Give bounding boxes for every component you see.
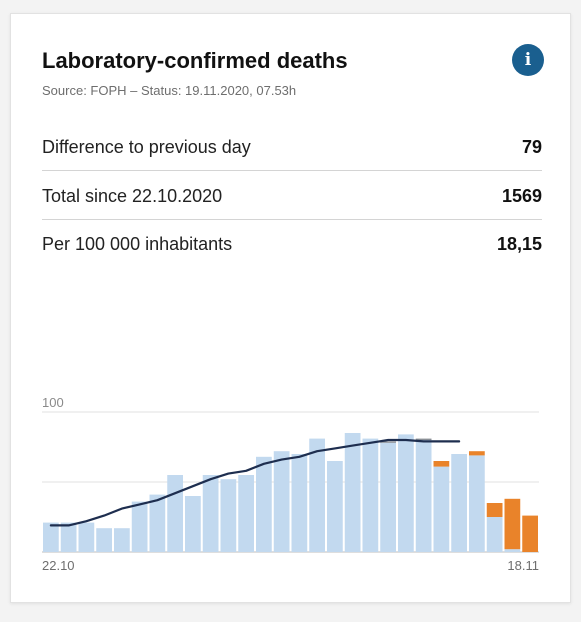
bar-confirmed <box>469 455 485 552</box>
kpi-difference: Difference to previous day 79 <box>42 123 542 171</box>
bar-confirmed <box>167 475 183 552</box>
bar-confirmed <box>362 438 379 552</box>
bar-confirmed <box>149 494 166 552</box>
bar-confirmed <box>291 454 308 552</box>
kpi-label: Difference to previous day <box>42 136 251 157</box>
bar-confirmed <box>60 522 77 552</box>
bar-confirmed <box>131 501 148 552</box>
bar-confirmed <box>238 475 254 552</box>
x-tick-label: 22.10 <box>42 558 75 573</box>
divider <box>42 219 542 220</box>
bar-confirmed <box>202 475 219 552</box>
bar-confirmed <box>451 454 467 552</box>
bar-confirmed <box>78 522 95 552</box>
bar-pending-marker <box>380 441 396 443</box>
kpi-value: 18,15 <box>496 233 542 254</box>
deaths-bar-chart[interactable]: 100 22.10 18.11 <box>11 14 572 604</box>
bar-confirmed <box>486 517 503 552</box>
bar-pending-marker <box>415 438 432 440</box>
bar-confirmed <box>433 466 450 552</box>
moving-average-line <box>49 438 461 527</box>
bar-confirmed <box>96 528 112 552</box>
kpi-total: Total since 22.10.2020 1569 <box>42 172 542 220</box>
card-title: Laboratory-confirmed deaths <box>42 48 348 73</box>
bar-confirmed <box>273 451 290 552</box>
bar-confirmed <box>327 461 343 552</box>
bar-confirmed <box>43 522 59 552</box>
bar-confirmed <box>309 438 325 552</box>
bar-confirmed <box>398 434 414 552</box>
bar-incomplete <box>469 451 485 456</box>
kpi-label: Total since 22.10.2020 <box>42 185 223 206</box>
y-tick-label: 100 <box>42 395 64 410</box>
bar-confirmed <box>415 440 432 552</box>
kpi-label: Per 100 000 inhabitants <box>42 233 233 254</box>
bar-confirmed <box>114 528 130 552</box>
bar-incomplete <box>433 461 450 467</box>
source-status: Source: FOPH – Status: 19.11.2020, 07.53… <box>42 83 297 98</box>
bar-confirmed <box>504 549 521 552</box>
bar-confirmed <box>380 442 396 552</box>
bar-incomplete <box>522 515 538 552</box>
deaths-card: Laboratory-confirmed deaths Source: FOPH… <box>10 13 571 603</box>
bar-confirmed <box>185 496 201 552</box>
kpi-value: 1569 <box>501 185 542 206</box>
bar-incomplete <box>504 498 521 550</box>
info-icon[interactable]: i <box>512 44 544 76</box>
kpi-per-100k: Per 100 000 inhabitants 18,15 <box>42 220 542 268</box>
divider <box>42 170 542 171</box>
bar-confirmed <box>256 456 272 552</box>
bar-confirmed <box>220 479 237 552</box>
bar-incomplete <box>486 503 503 517</box>
x-tick-label: 18.11 <box>507 558 539 573</box>
kpi-value: 79 <box>521 136 542 157</box>
bar-confirmed <box>344 433 361 552</box>
chart-area: 100 22.10 18.11 <box>11 14 572 604</box>
